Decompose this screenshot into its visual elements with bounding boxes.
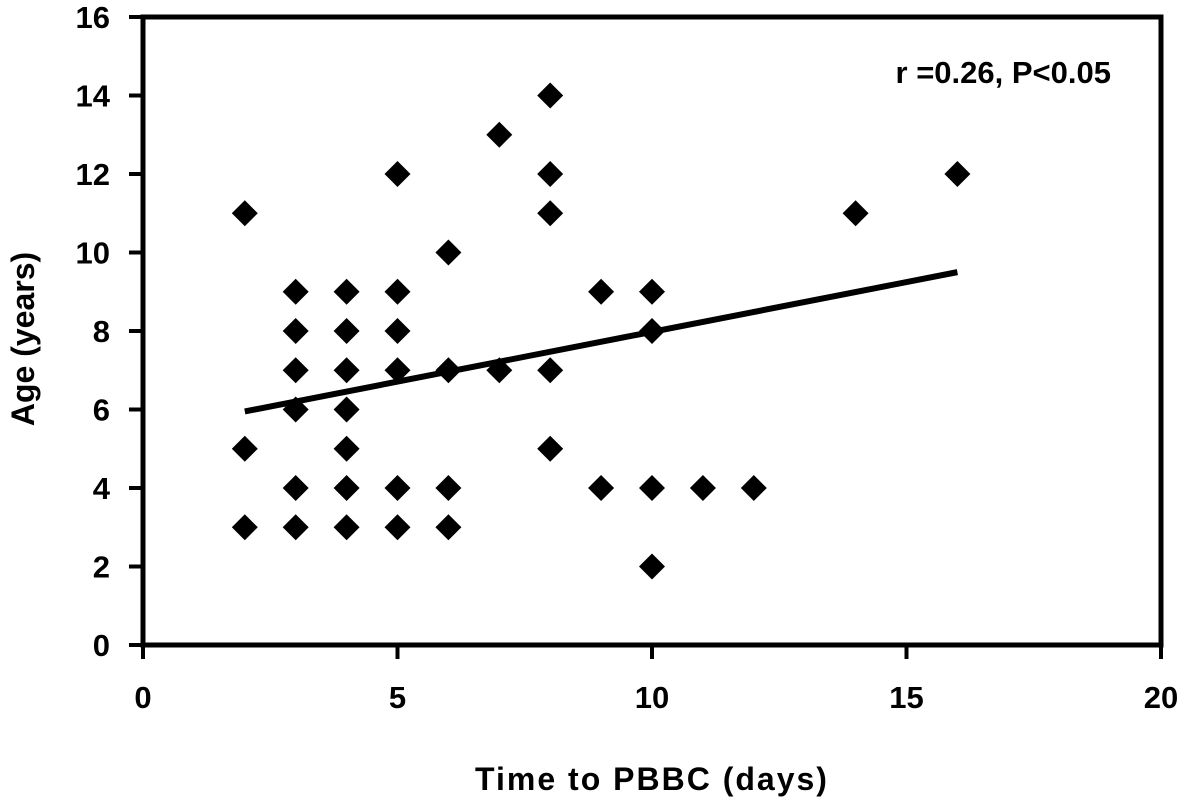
- data-point: [231, 200, 258, 227]
- trendline: [244, 269, 958, 415]
- y-tick-label: 16: [76, 0, 110, 35]
- data-point: [333, 396, 360, 423]
- y-tick-label: 2: [93, 550, 110, 585]
- y-axis-ticks: [129, 15, 143, 647]
- x-tick-label: 0: [134, 680, 151, 715]
- data-point: [537, 435, 564, 462]
- data-point: [282, 396, 309, 423]
- x-axis-ticks: [141, 645, 1163, 659]
- data-point: [689, 475, 716, 501]
- y-tick-label: 10: [76, 236, 110, 271]
- x-axis-tick-labels: 0 5 10 15 20: [134, 680, 1178, 715]
- data-point: [842, 200, 869, 227]
- data-point: [282, 278, 309, 305]
- data-points: [231, 82, 971, 580]
- data-point: [282, 475, 309, 501]
- x-tick-label: 15: [889, 680, 923, 715]
- y-axis-title: Age (years): [5, 252, 41, 426]
- data-point: [639, 553, 665, 580]
- y-axis-tick-labels: 0 2 4 6 8 10 12 14 16: [76, 0, 111, 663]
- data-point: [435, 475, 462, 501]
- data-point: [740, 475, 767, 501]
- data-point: [435, 239, 462, 266]
- data-point: [333, 435, 360, 462]
- x-axis-title: Time to PBBC (days): [475, 761, 829, 797]
- y-tick-label: 14: [76, 79, 111, 114]
- y-tick-label: 8: [93, 314, 110, 349]
- data-point: [384, 318, 411, 344]
- data-point: [537, 357, 564, 384]
- x-tick-label: 10: [635, 680, 669, 715]
- data-point: [384, 475, 411, 501]
- data-point: [282, 318, 309, 344]
- data-point: [384, 161, 411, 187]
- data-point: [486, 357, 513, 384]
- data-point: [537, 200, 564, 227]
- data-point: [537, 82, 564, 109]
- data-point: [944, 161, 971, 187]
- data-point: [333, 475, 360, 501]
- y-tick-label: 12: [76, 157, 110, 192]
- data-point: [384, 278, 411, 305]
- data-point: [282, 357, 309, 384]
- data-point: [639, 278, 665, 305]
- data-point: [435, 514, 462, 541]
- data-point: [588, 475, 615, 501]
- data-point: [333, 278, 360, 305]
- correlation-annotation: r =0.26, P<0.05: [896, 55, 1111, 90]
- data-point: [333, 514, 360, 541]
- y-tick-label: 4: [93, 471, 111, 506]
- data-point: [333, 357, 360, 384]
- data-point: [282, 514, 309, 541]
- data-point: [537, 161, 564, 187]
- data-point: [384, 357, 411, 384]
- data-point: [435, 357, 462, 384]
- data-point: [639, 318, 665, 344]
- data-point: [384, 514, 411, 541]
- data-point: [333, 318, 360, 344]
- data-point: [588, 278, 615, 305]
- data-point: [231, 514, 258, 541]
- data-point: [486, 121, 513, 148]
- data-point: [639, 475, 665, 501]
- x-tick-label: 20: [1144, 680, 1178, 715]
- x-tick-label: 5: [389, 680, 406, 715]
- y-tick-label: 0: [93, 628, 110, 663]
- data-point: [231, 435, 258, 462]
- y-tick-label: 6: [93, 393, 110, 428]
